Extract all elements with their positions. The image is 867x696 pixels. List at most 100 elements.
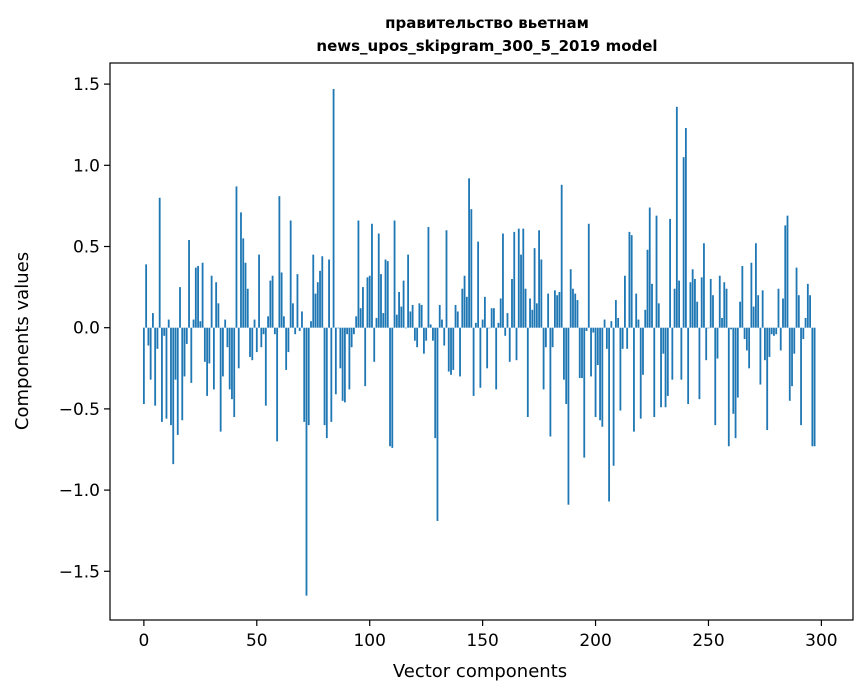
bar — [452, 327, 455, 370]
bar — [273, 327, 276, 335]
bar — [228, 327, 231, 390]
bar — [280, 272, 283, 328]
bar — [784, 225, 787, 328]
bar — [766, 327, 769, 431]
bar — [303, 327, 306, 422]
y-tick-label: 1.0 — [73, 156, 100, 176]
bar — [673, 288, 676, 328]
bar — [289, 220, 292, 328]
bar — [517, 228, 520, 328]
bar — [533, 248, 536, 328]
bar — [739, 301, 741, 328]
bar — [310, 321, 312, 328]
bar — [145, 264, 148, 328]
bar — [542, 327, 545, 390]
bar — [764, 327, 766, 361]
bar — [154, 327, 157, 406]
bar — [393, 220, 396, 328]
bar — [325, 327, 328, 439]
bar — [438, 304, 441, 328]
bar — [483, 296, 486, 328]
bar — [323, 327, 326, 426]
bar — [481, 319, 484, 328]
bar — [628, 231, 631, 328]
bar — [488, 327, 491, 329]
bar — [745, 327, 748, 351]
bar — [423, 327, 425, 354]
bar — [741, 265, 744, 328]
bar — [569, 269, 572, 328]
x-tick-label: 50 — [246, 631, 268, 651]
plot-frame — [109, 62, 854, 621]
bar — [233, 327, 236, 418]
bar — [795, 267, 798, 328]
bar — [709, 278, 712, 328]
bar — [626, 327, 629, 349]
bar — [368, 275, 371, 328]
bar — [163, 327, 166, 336]
bar — [712, 295, 714, 328]
bar — [497, 322, 500, 328]
bar — [786, 215, 789, 328]
bar — [567, 327, 570, 505]
bar — [199, 321, 202, 328]
bar — [285, 327, 288, 370]
bar — [490, 308, 493, 328]
bar — [255, 327, 258, 353]
bar — [773, 327, 775, 336]
bar — [736, 327, 739, 398]
chart-title-line-1: правительство вьетнам — [385, 14, 589, 32]
bar — [395, 314, 398, 328]
y-tick-label: 1.5 — [73, 75, 100, 95]
bar — [269, 280, 272, 328]
bar — [362, 287, 364, 328]
bar — [400, 306, 403, 328]
bar — [761, 290, 764, 328]
bar — [443, 327, 446, 346]
bar — [282, 316, 285, 328]
bar — [651, 283, 653, 328]
y-tick-label: −0.5 — [59, 400, 100, 420]
bar — [585, 327, 588, 331]
bar — [694, 278, 696, 328]
bar — [601, 327, 604, 427]
bar — [264, 327, 267, 406]
bar — [217, 303, 220, 328]
bar — [587, 223, 590, 328]
bar — [142, 327, 145, 405]
bar — [197, 265, 199, 328]
bar — [556, 295, 559, 328]
x-tick-label: 300 — [805, 631, 837, 651]
bar — [181, 327, 184, 421]
bar — [594, 327, 597, 418]
bar — [806, 283, 809, 328]
bar — [592, 327, 595, 333]
bar — [373, 327, 376, 362]
bar — [705, 327, 708, 361]
bar — [242, 238, 245, 328]
x-tick-label: 150 — [466, 631, 498, 651]
x-tick-label: 250 — [692, 631, 724, 651]
bar — [364, 327, 367, 387]
bar — [524, 288, 527, 328]
bar — [653, 327, 656, 418]
bar — [357, 220, 360, 328]
bar — [730, 327, 732, 330]
bar — [366, 277, 369, 328]
bar — [343, 327, 346, 403]
bar — [646, 249, 649, 328]
bar — [375, 317, 378, 328]
bar — [703, 243, 705, 328]
bar — [389, 327, 391, 447]
y-tick-label: 0.5 — [73, 238, 100, 258]
bar — [768, 327, 771, 357]
bar — [231, 327, 233, 400]
bar — [359, 308, 362, 328]
bar — [235, 186, 238, 328]
bar — [420, 304, 423, 328]
bar — [590, 327, 592, 377]
bar — [271, 275, 274, 328]
bar — [461, 288, 464, 328]
bar — [339, 327, 342, 369]
bar — [754, 243, 757, 328]
